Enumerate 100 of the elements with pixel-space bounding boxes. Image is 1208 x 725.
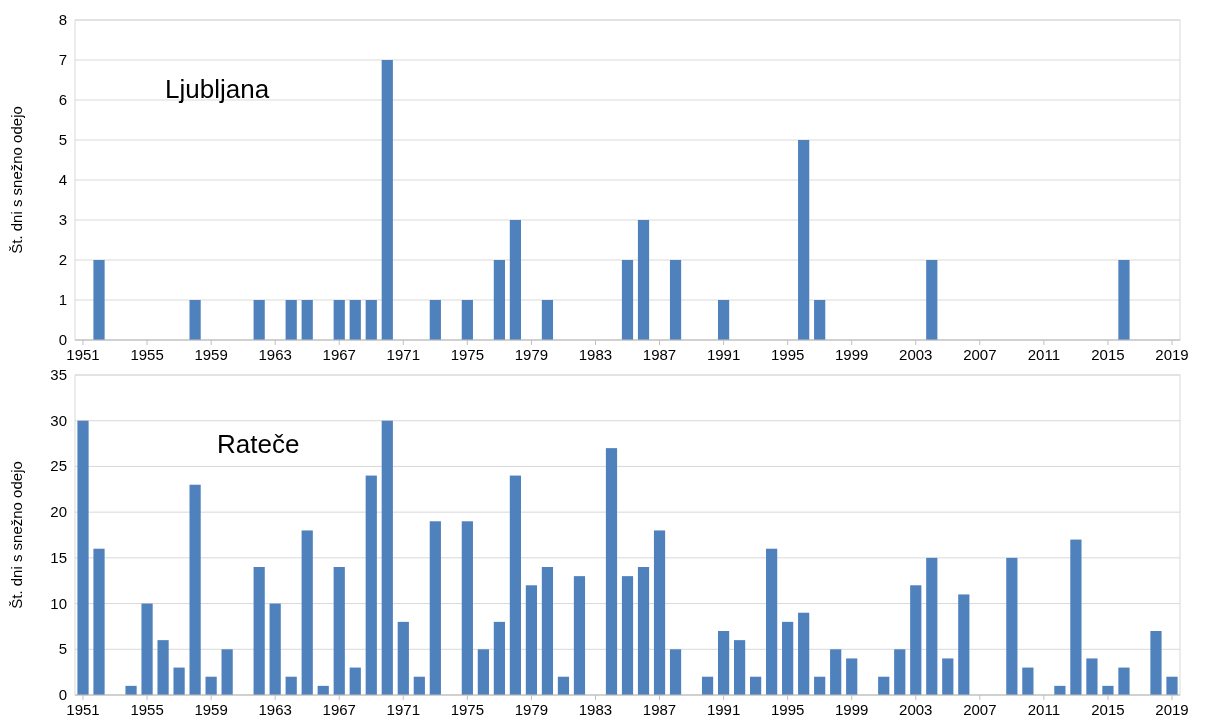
bar (461, 521, 473, 695)
x-tick-label: 1955 (130, 346, 164, 363)
bar (782, 621, 794, 695)
x-tick-label: 1959 (194, 346, 228, 363)
x-tick-label: 2019 (1155, 346, 1189, 363)
bar (93, 260, 105, 340)
bar (926, 557, 938, 695)
bar (717, 300, 730, 340)
bar (285, 300, 297, 340)
bar (125, 685, 137, 695)
x-tick-label: 1987 (642, 701, 677, 718)
bar (285, 676, 297, 695)
y-tick-label: 8 (58, 11, 67, 28)
y-tick-label: 6 (58, 91, 67, 108)
x-tick-label: 1963 (258, 701, 292, 718)
bar (205, 676, 217, 695)
bar (365, 300, 377, 340)
x-tick-label: 1991 (706, 346, 741, 363)
bar (766, 548, 778, 695)
x-tick-label: 2007 (963, 346, 997, 363)
bar (509, 475, 521, 695)
y-tick-label: 20 (50, 503, 67, 521)
bar (701, 676, 714, 695)
x-tick-label: 1971 (386, 701, 420, 718)
bar (814, 676, 826, 695)
bar (830, 649, 842, 695)
bar (269, 603, 281, 695)
bar (669, 260, 682, 340)
x-tick-label: 1967 (322, 346, 356, 363)
bar (221, 649, 233, 695)
x-tick-label: 2007 (963, 701, 997, 718)
x-tick-label: 2015 (1091, 346, 1125, 363)
y-tick-label: 2 (58, 251, 67, 268)
bar (349, 667, 361, 695)
x-tick-label: 1967 (322, 701, 356, 718)
x-tick-label: 2011 (1027, 701, 1061, 718)
y-tick-label: 5 (58, 640, 67, 658)
bar (381, 420, 393, 695)
bar (349, 300, 361, 340)
y-tick-label: 15 (50, 548, 67, 566)
bar (1070, 539, 1082, 695)
bar (429, 521, 441, 695)
bar (429, 300, 441, 340)
bar (77, 420, 89, 695)
x-tick-label: 1979 (514, 701, 549, 718)
bar (798, 140, 810, 340)
x-tick-label: 1959 (194, 701, 228, 718)
text: Rateče (217, 429, 300, 459)
y-tick-label: 5 (58, 131, 67, 148)
bar (541, 300, 554, 340)
bar (1006, 557, 1018, 695)
bar (509, 220, 521, 340)
x-tick-label: 2003 (899, 701, 933, 718)
x-tick-label: 1995 (770, 701, 805, 718)
bar (717, 631, 730, 695)
bar (557, 676, 570, 695)
x-tick-label: 1983 (578, 701, 613, 718)
bar (910, 585, 922, 695)
bar (189, 300, 201, 340)
x-tick-label: 2011 (1027, 346, 1061, 363)
bar (878, 676, 890, 695)
bar (413, 676, 425, 695)
bar (493, 621, 505, 695)
bar (846, 658, 858, 695)
x-tick-label: 1975 (450, 701, 485, 718)
bar (621, 260, 634, 340)
bar (926, 260, 938, 340)
x-tick-label: 1999 (835, 346, 869, 363)
bar (157, 640, 169, 695)
bar (525, 585, 538, 695)
x-tick-label: 1983 (578, 346, 613, 363)
bar (397, 621, 409, 695)
x-tick-label: 1991 (706, 701, 741, 718)
y-tick-label: 30 (50, 411, 67, 429)
bar (333, 300, 345, 340)
x-tick-label: 1955 (130, 701, 164, 718)
bar (958, 594, 970, 695)
bar (301, 530, 313, 695)
bar (653, 530, 666, 695)
bar (1102, 685, 1114, 695)
bar (253, 300, 265, 340)
x-tick-label: 1951 (66, 346, 100, 363)
y-axis-title: Št. dni s snežno odejo (8, 106, 25, 254)
bar (381, 60, 393, 340)
x-tick-label: 1951 (66, 701, 100, 718)
bar (1118, 667, 1130, 695)
x-tick-label: 1999 (835, 701, 869, 718)
bar (573, 576, 586, 695)
bar (541, 567, 554, 695)
y-tick-label: 1 (58, 291, 67, 308)
bar (333, 567, 345, 695)
bar (621, 576, 634, 695)
text: Ljubljana (165, 74, 270, 104)
bar (253, 567, 265, 695)
bar (93, 548, 105, 695)
y-tick-label: 25 (50, 457, 67, 475)
bar (750, 676, 762, 695)
bar (173, 667, 185, 695)
bar (1150, 631, 1162, 695)
bar (814, 300, 826, 340)
